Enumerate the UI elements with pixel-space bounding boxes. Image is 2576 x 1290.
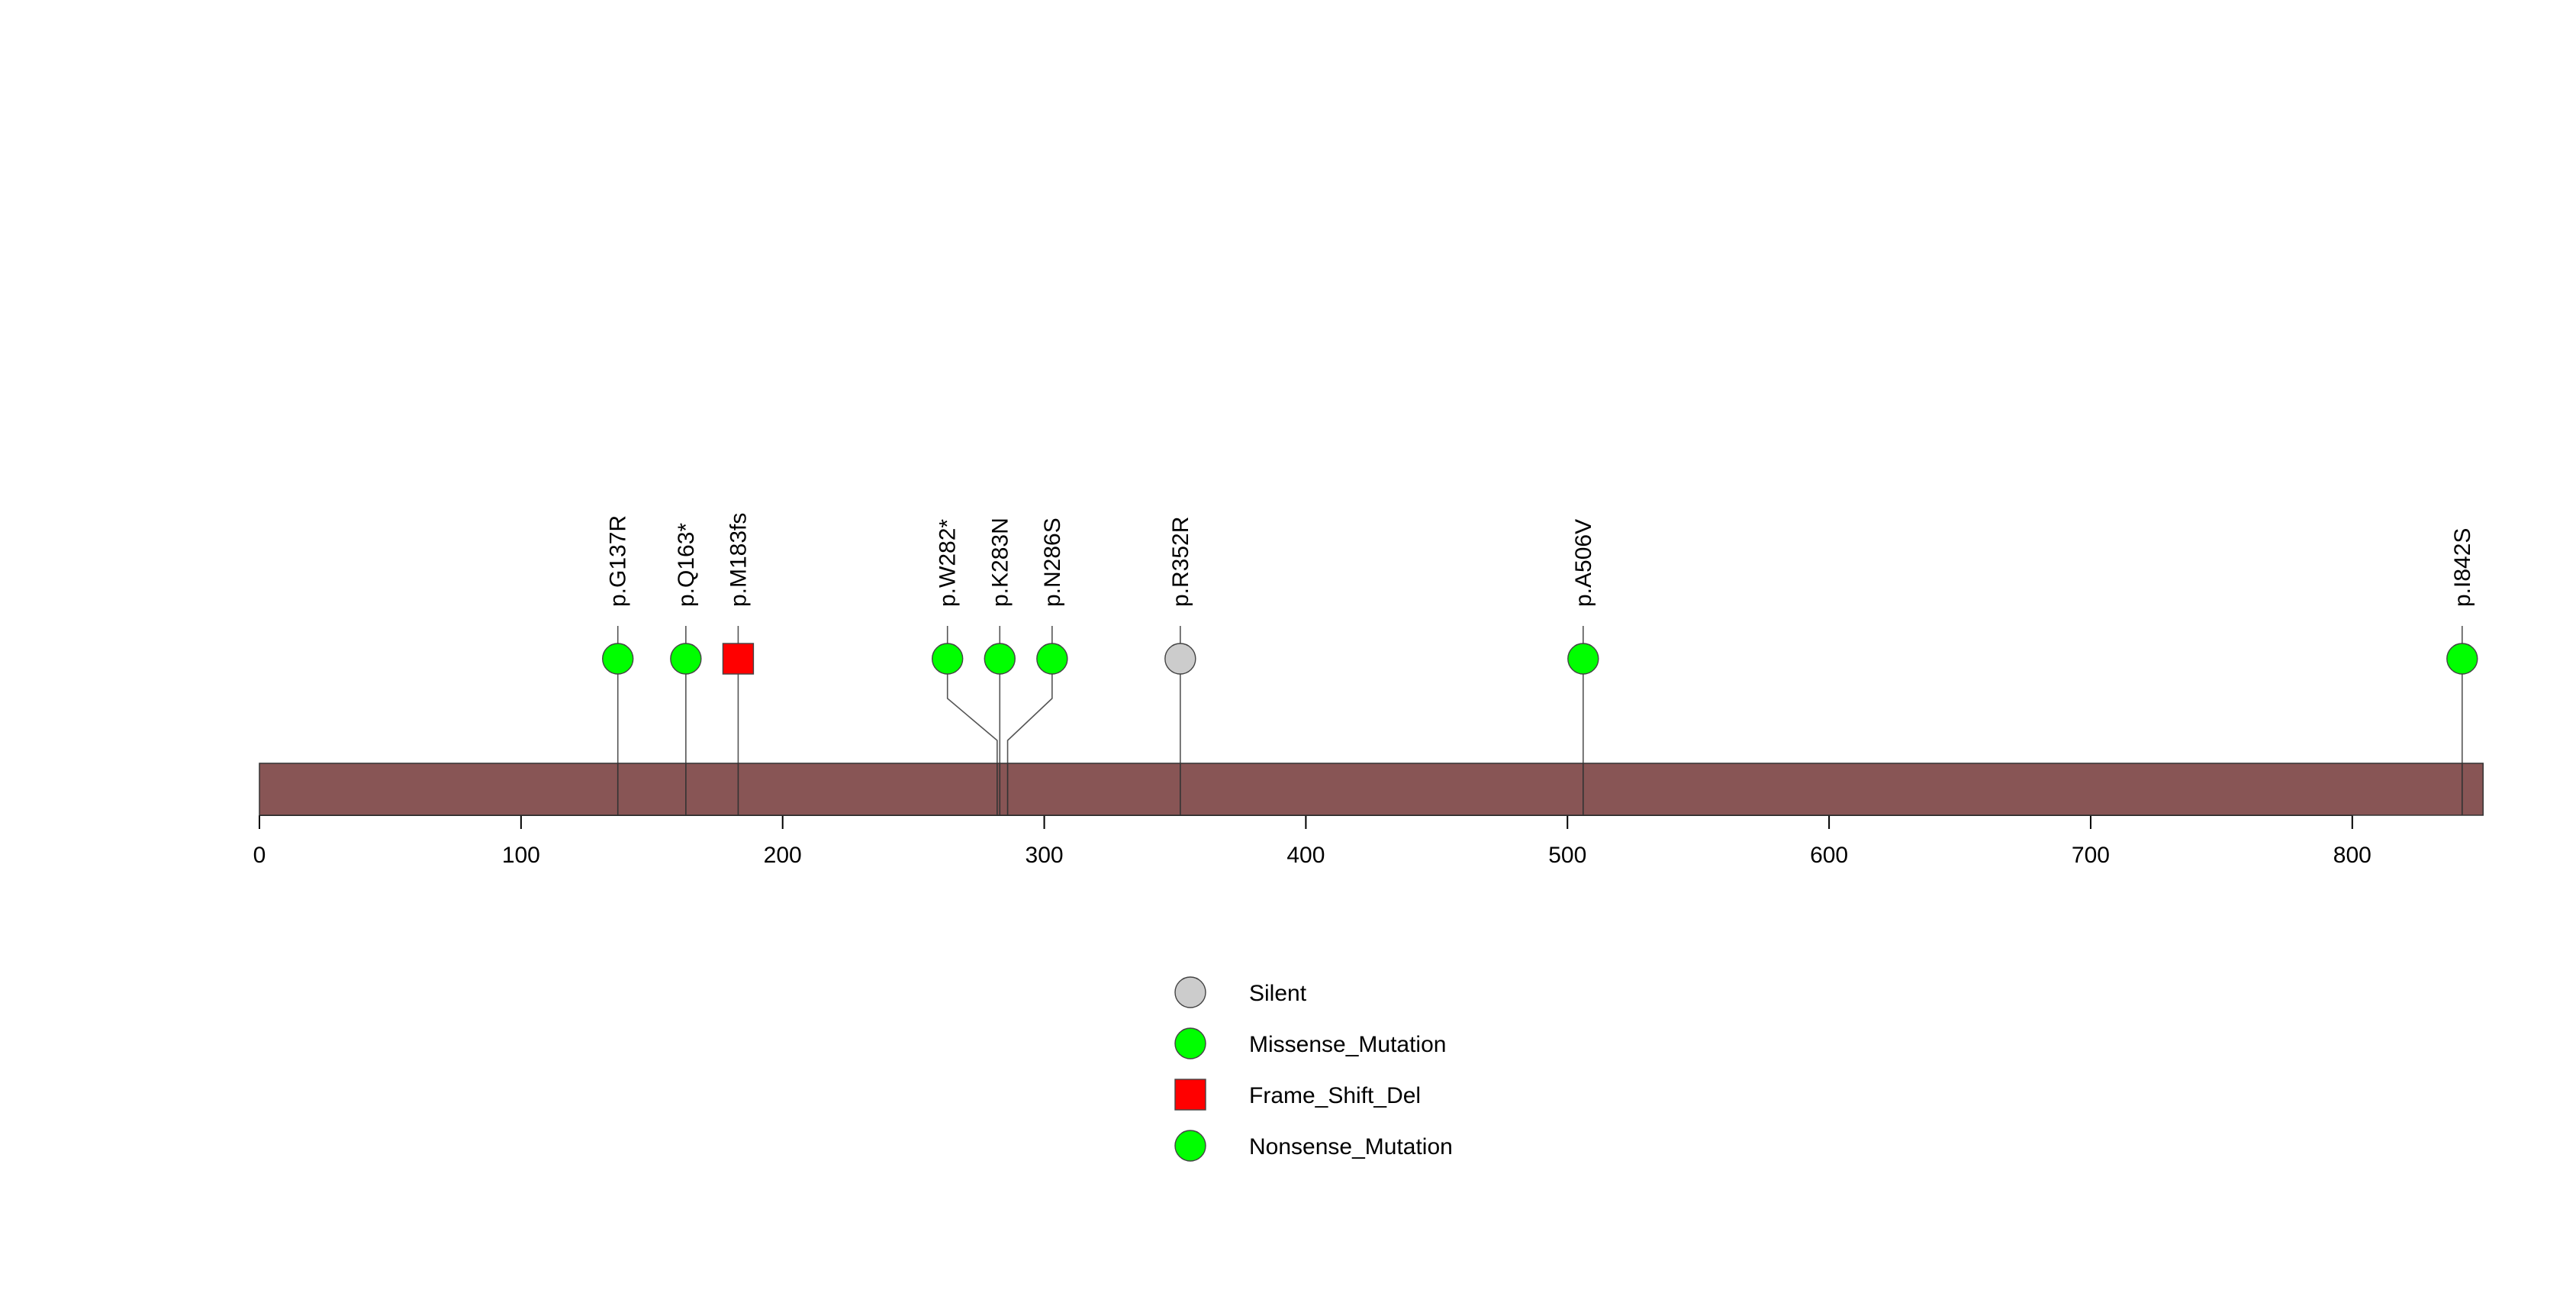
mutation-position-marks [617,763,2463,815]
mutation-marker [2446,643,2478,675]
x-tick-label: 400 [1286,843,1325,868]
mutation-label: p.M183fs [726,513,751,607]
mutation-label: p.K283N [987,518,1013,607]
mutation-label: p.G137R [606,515,631,607]
x-tick-label: 600 [1810,843,1848,868]
mutation-label: p.I842S [2450,528,2475,607]
legend-swatch [1174,976,1206,1008]
legend-label: Nonsense_Mutation [1249,1134,1453,1159]
legend-swatch [1174,1027,1206,1059]
x-tick-label: 300 [1026,843,1064,868]
mutation-markers [602,643,2478,675]
legend-swatch [1174,1130,1206,1162]
legend-label: Silent [1249,981,1307,1006]
mutation-marker [722,643,755,675]
x-tick-label: 100 [502,843,540,868]
mutation-labels: p.G137R p.Q163* p.M183fs p.W282* p.K283N p.N2… [606,513,2475,607]
legend: Silent Missense_Mutation Frame_Shift_Del No… [1174,976,1453,1162]
mutation-marker [931,643,964,675]
mutation-label: p.R352R [1168,517,1193,607]
legend-label: Frame_Shift_Del [1249,1083,1421,1108]
mutation-marker [670,643,702,675]
mutation-stems [617,626,2463,763]
mutation-marker [984,643,1016,675]
x-tick-label: 500 [1548,843,1586,868]
legend-swatch [1174,1079,1206,1111]
x-axis: 0 100 200 300 400 500 600 700 800 [253,814,2372,868]
mutation-marker [1036,643,1068,675]
mutation-label: p.W282* [935,519,961,607]
mutation-label: p.N286S [1040,518,1065,607]
mutation-label: p.A506V [1571,519,1596,607]
protein-bar [259,763,2484,816]
x-tick-label: 0 [253,843,266,868]
legend-label: Missense_Mutation [1249,1032,1446,1057]
mutation-marker [1164,643,1196,675]
x-tick-label: 800 [2333,843,2372,868]
mutation-marker [1567,643,1599,675]
mutation-marker [602,643,634,675]
x-tick-label: 200 [764,843,802,868]
mutation-label: p.Q163* [674,523,699,607]
x-tick-label: 700 [2072,843,2110,868]
